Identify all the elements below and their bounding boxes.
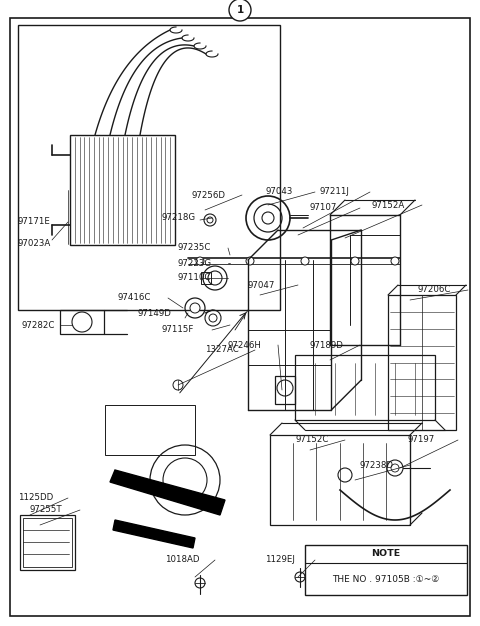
Text: NOTE: NOTE bbox=[372, 550, 401, 558]
Circle shape bbox=[246, 257, 254, 265]
Text: 97238D: 97238D bbox=[360, 461, 394, 470]
Text: 97171E: 97171E bbox=[18, 217, 51, 227]
Text: 1129EJ: 1129EJ bbox=[265, 555, 295, 565]
Bar bbox=[295, 355, 435, 420]
Text: 97218G: 97218G bbox=[162, 213, 196, 222]
Text: 97246H: 97246H bbox=[228, 341, 262, 349]
Circle shape bbox=[196, 257, 204, 265]
Circle shape bbox=[163, 458, 207, 502]
Text: 97282C: 97282C bbox=[22, 321, 55, 329]
Bar bbox=[60, 310, 104, 334]
Circle shape bbox=[190, 303, 200, 313]
Text: 97197: 97197 bbox=[408, 436, 435, 444]
Text: 97256D: 97256D bbox=[192, 190, 226, 200]
Circle shape bbox=[208, 271, 222, 285]
Circle shape bbox=[301, 257, 309, 265]
Bar bbox=[105, 405, 195, 455]
Circle shape bbox=[229, 0, 251, 21]
Bar bbox=[201, 272, 211, 284]
Text: 1125DD: 1125DD bbox=[18, 493, 53, 503]
Circle shape bbox=[351, 257, 359, 265]
Text: 97416C: 97416C bbox=[118, 294, 151, 302]
Bar bbox=[23, 518, 72, 567]
Circle shape bbox=[391, 257, 399, 265]
Text: 97189D: 97189D bbox=[310, 341, 344, 349]
Bar bbox=[18, 25, 280, 310]
Bar bbox=[270, 435, 410, 525]
Bar bbox=[20, 515, 75, 570]
Polygon shape bbox=[110, 470, 225, 515]
Bar bbox=[305, 545, 467, 595]
Text: 97107: 97107 bbox=[310, 203, 337, 212]
Text: 97043: 97043 bbox=[265, 188, 292, 197]
Bar bbox=[388, 295, 456, 430]
Text: 97149D: 97149D bbox=[138, 309, 172, 317]
Polygon shape bbox=[113, 520, 195, 548]
Text: 97152A: 97152A bbox=[372, 200, 405, 210]
Circle shape bbox=[207, 217, 213, 223]
Text: THE NO . 97105B :①~②: THE NO . 97105B :①~② bbox=[332, 575, 440, 583]
Text: 97023A: 97023A bbox=[18, 240, 51, 249]
Text: 97206C: 97206C bbox=[418, 285, 451, 294]
Text: 97223G: 97223G bbox=[178, 259, 212, 267]
Text: 97110C: 97110C bbox=[178, 274, 211, 282]
Text: 97211J: 97211J bbox=[320, 188, 350, 197]
Bar bbox=[70, 135, 175, 245]
Text: 1327AC: 1327AC bbox=[205, 346, 239, 354]
Text: 97255T: 97255T bbox=[30, 506, 62, 515]
Circle shape bbox=[262, 212, 274, 224]
Text: 1018AD: 1018AD bbox=[165, 555, 200, 565]
Text: 97115F: 97115F bbox=[162, 326, 194, 334]
Text: 97152C: 97152C bbox=[295, 436, 328, 444]
Text: 1: 1 bbox=[236, 5, 244, 15]
Bar bbox=[275, 376, 295, 404]
Circle shape bbox=[209, 314, 217, 322]
Text: 97047: 97047 bbox=[248, 280, 276, 289]
Text: 97235C: 97235C bbox=[178, 244, 211, 252]
